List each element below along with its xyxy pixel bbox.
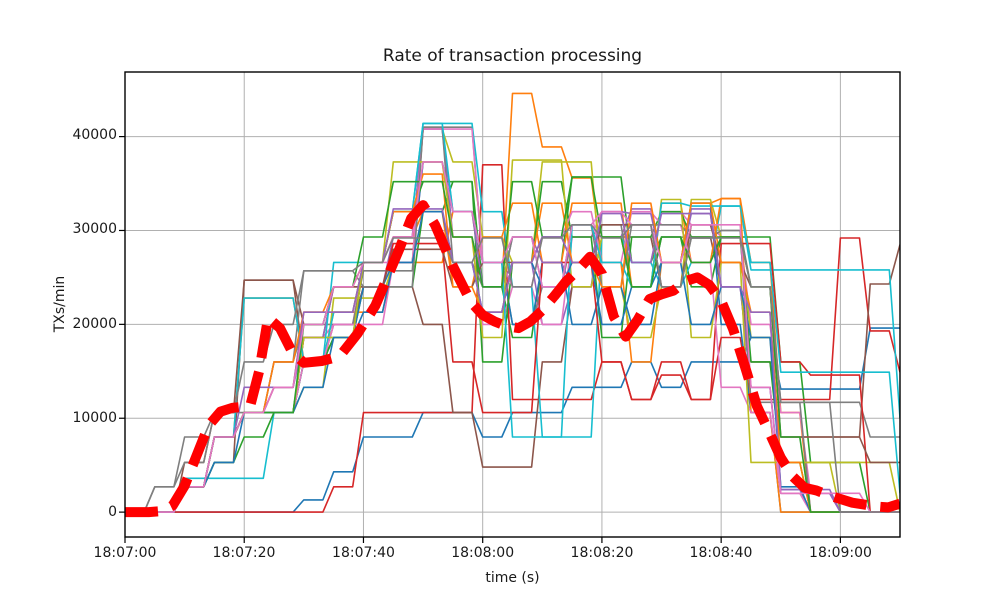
x-tick-label: 18:08:40 [689, 545, 753, 561]
y-tick-label: 20000 [72, 315, 117, 332]
x-tick-label: 18:07:20 [212, 545, 276, 561]
y-tick-label: 0 [108, 504, 117, 520]
x-axis-label: time (s) [485, 570, 540, 586]
x-tick-label: 18:09:00 [809, 545, 872, 561]
x-tick-label: 18:07:00 [93, 545, 157, 561]
chart-title: Rate of transaction processing [382, 46, 643, 66]
y-tick-label: 40000 [72, 127, 117, 143]
y-tick-label: 10000 [72, 410, 117, 426]
y-tick-label: 30000 [72, 221, 117, 237]
x-tick-label: 18:08:20 [570, 545, 634, 561]
x-tick-label: 18:07:40 [332, 545, 395, 561]
x-tick-label: 18:08:00 [451, 545, 515, 561]
